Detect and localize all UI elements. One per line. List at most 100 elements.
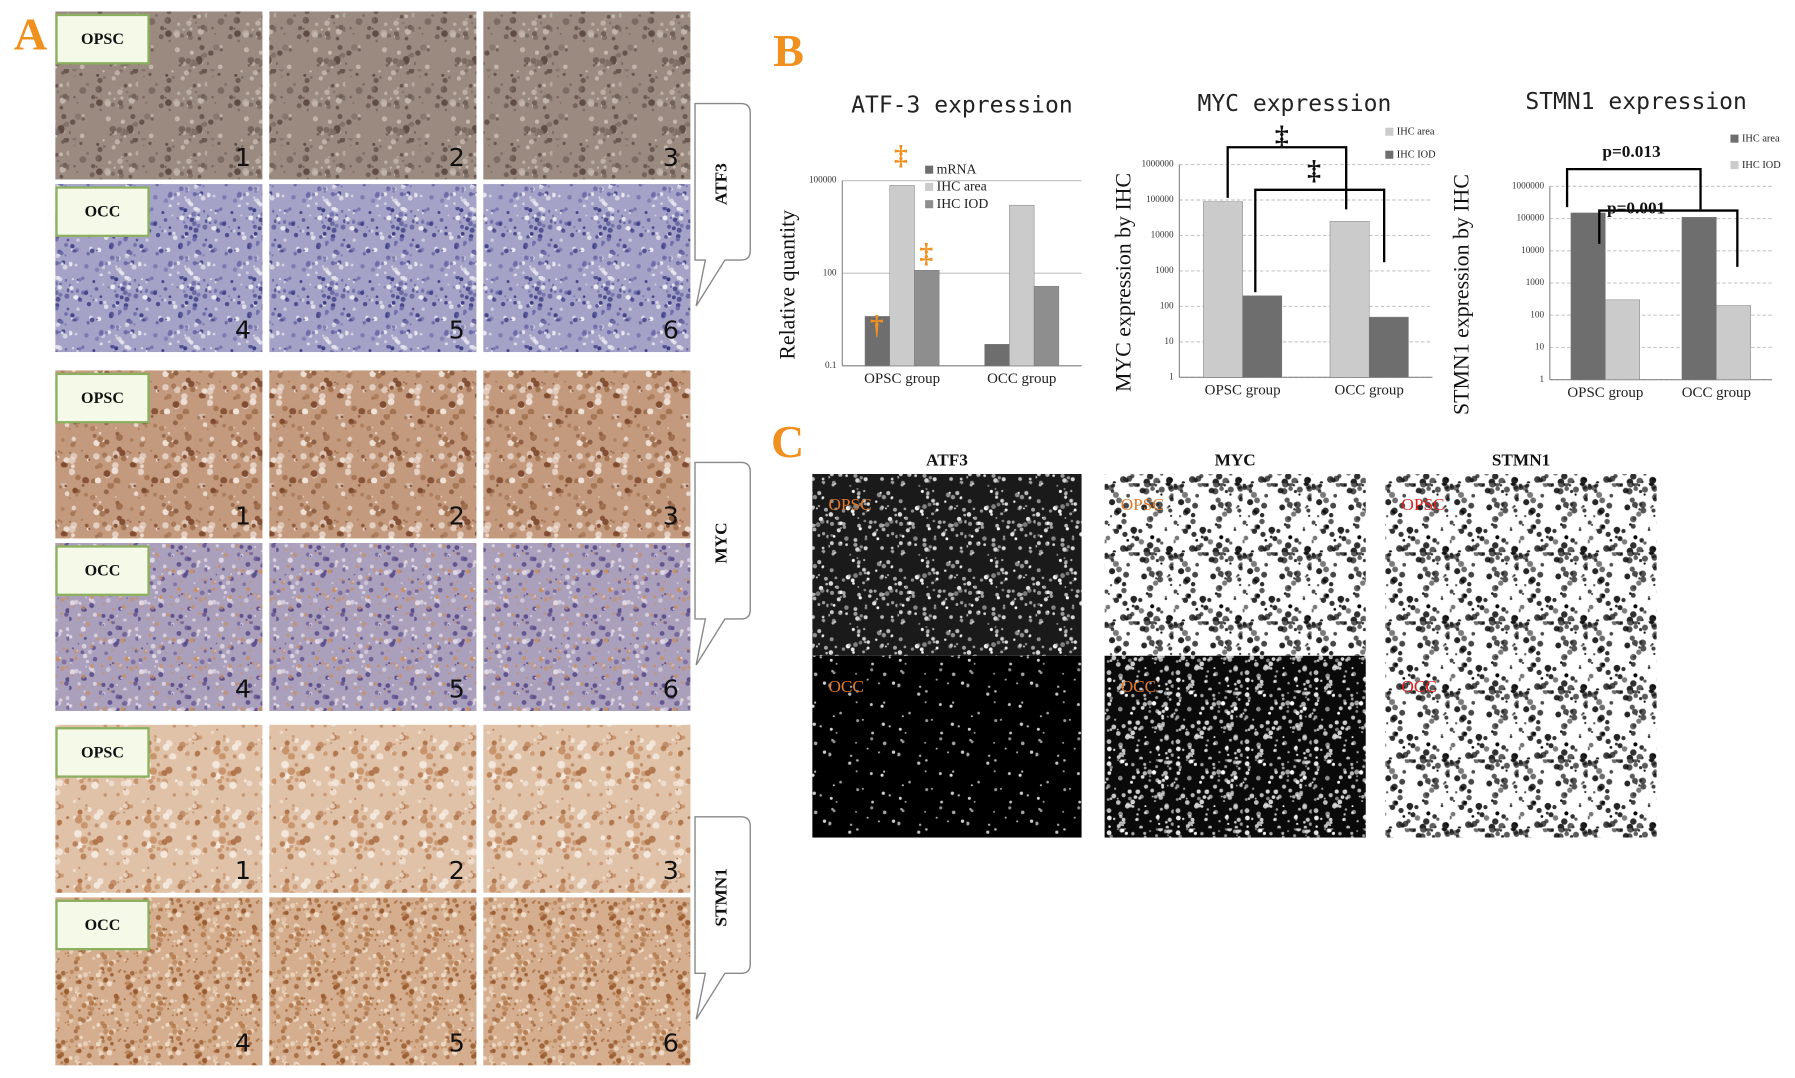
group-tag-text: OPSC <box>81 390 124 407</box>
chart-title: STMN1 expression <box>1525 89 1747 115</box>
micrograph <box>483 724 691 893</box>
callout-text: ATF3 <box>712 163 731 205</box>
group-tag-text: OCC <box>85 204 121 221</box>
panel-number: 1 <box>235 502 251 531</box>
significance-bracket <box>1226 146 1348 210</box>
group-tag <box>55 899 150 951</box>
legend-label: IHC IOD <box>937 196 989 211</box>
bar <box>1368 316 1409 378</box>
y-tick-label: 1 <box>1169 371 1174 381</box>
group-tag <box>55 372 150 424</box>
annotation: ‡ <box>1307 154 1321 185</box>
annotation: p=0.013 <box>1602 142 1661 161</box>
panel-number: 1 <box>235 856 251 885</box>
image-label: OCC <box>1401 677 1436 696</box>
group-tag-text: OCC <box>85 917 121 934</box>
callout-text: STMN1 <box>712 868 731 926</box>
panel-number: 6 <box>663 674 679 703</box>
bar <box>864 316 890 367</box>
legend-label: mRNA <box>937 161 977 176</box>
callout <box>694 102 751 307</box>
y-axis-label: STMN1 expression by IHC <box>1450 174 1474 415</box>
image-title: STMN1 <box>1492 450 1550 469</box>
panel-number: 4 <box>235 315 251 344</box>
image-label: OPSC <box>828 495 871 514</box>
x-tick-label: OPSC group <box>864 371 940 387</box>
annotation: † <box>870 309 884 340</box>
micrograph <box>269 543 477 711</box>
panel-number: 3 <box>663 143 679 172</box>
y-tick-label: 10 <box>1535 342 1545 352</box>
significance-bracket <box>1565 167 1702 210</box>
legend-swatch <box>925 200 934 209</box>
legend-swatch <box>925 182 934 191</box>
annotation: ‡ <box>894 139 908 170</box>
callout <box>694 816 751 1020</box>
image-label: OCC <box>828 677 863 696</box>
y-tick-label: 10 <box>1164 336 1174 346</box>
group-tag-text: OCC <box>85 562 121 579</box>
micrograph <box>483 11 691 180</box>
panel-number: 3 <box>663 502 679 531</box>
y-tick-label: 10000 <box>1151 230 1174 240</box>
bar <box>914 270 940 367</box>
bar <box>1329 221 1370 378</box>
panel-number: 2 <box>449 856 465 885</box>
bar <box>1716 305 1752 380</box>
callout <box>694 461 751 666</box>
y-tick-label: 100000 <box>809 175 837 185</box>
y-tick-label: 1000000 <box>1512 180 1545 190</box>
panel-number: 1 <box>235 143 251 172</box>
legend-swatch <box>1730 134 1739 143</box>
image-title: ATF3 <box>926 450 968 469</box>
legend-swatch <box>1730 161 1739 170</box>
y-tick-label: 1 <box>1539 374 1544 384</box>
panel-number: 5 <box>449 1029 465 1058</box>
threshold-image <box>812 655 1082 838</box>
micrograph <box>269 184 477 353</box>
legend-label: IHC area <box>1397 127 1435 138</box>
threshold-image <box>1385 473 1657 656</box>
legend-label: IHC area <box>1742 134 1780 145</box>
image-label: OPSC <box>1401 495 1444 514</box>
micrograph <box>483 370 691 539</box>
panel-number: 5 <box>449 315 465 344</box>
panel-number: 4 <box>235 1029 251 1058</box>
group-tag <box>55 727 150 778</box>
panel-label: C <box>771 416 804 467</box>
bar <box>1242 295 1283 378</box>
chart-title: MYC expression <box>1197 91 1391 117</box>
y-tick-label: 1000 <box>1155 265 1174 275</box>
panel-number: 4 <box>235 674 251 703</box>
bar <box>1009 204 1035 367</box>
bar <box>889 185 915 367</box>
legend-swatch <box>1385 127 1394 136</box>
threshold-image <box>812 473 1082 656</box>
bar <box>1681 217 1717 380</box>
chart-title: ATF-3 expression <box>851 92 1073 118</box>
x-tick-label: OPSC group <box>1567 385 1643 401</box>
image-label: OCC <box>1121 677 1156 696</box>
panel-number: 3 <box>663 856 679 885</box>
panel-number: 5 <box>449 674 465 703</box>
y-tick-label: 10000 <box>1521 245 1544 255</box>
micrograph <box>483 897 691 1066</box>
image-title: MYC <box>1215 450 1256 469</box>
threshold-image <box>1385 655 1657 838</box>
panel-label: B <box>773 25 804 76</box>
micrograph <box>269 11 477 180</box>
legend-swatch <box>1385 150 1394 159</box>
threshold-image <box>1104 473 1366 656</box>
group-tag-text: OPSC <box>81 744 124 761</box>
y-tick-label: 100 <box>1530 309 1544 319</box>
y-axis-label: MYC expression by IHC <box>1111 173 1135 392</box>
x-tick-label: OCC group <box>1335 383 1404 399</box>
panel-number: 6 <box>663 1029 679 1058</box>
y-tick-label: 100 <box>1160 301 1174 311</box>
group-tag <box>55 186 150 237</box>
y-axis-label: Relative quantity <box>775 210 799 360</box>
panel-number: 2 <box>449 143 465 172</box>
legend-label: IHC IOD <box>1742 160 1781 171</box>
bar <box>984 344 1010 367</box>
